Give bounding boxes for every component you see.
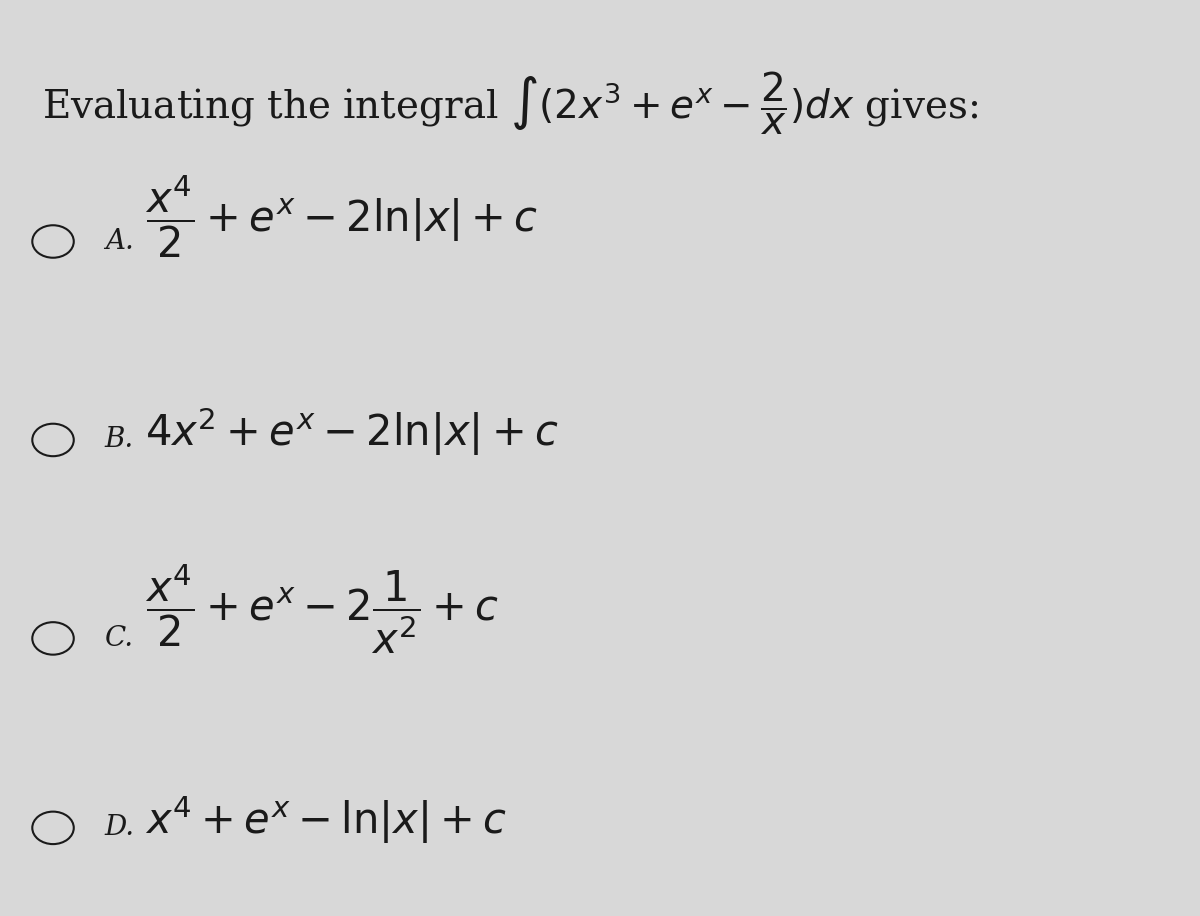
Text: $\dfrac{x^4}{2}+e^x-2\ln|x|+c$: $\dfrac{x^4}{2}+e^x-2\ln|x|+c$: [145, 173, 539, 259]
Text: C.: C.: [104, 625, 134, 652]
Text: D.: D.: [104, 814, 136, 842]
Text: Evaluating the integral $\int(2x^3+e^x-\dfrac{2}{x})dx$ gives:: Evaluating the integral $\int(2x^3+e^x-\…: [42, 71, 978, 137]
Text: $4x^2+e^x-2\ln|x|+c$: $4x^2+e^x-2\ln|x|+c$: [145, 406, 559, 458]
Text: $x^4+e^x-\ln|x|+c$: $x^4+e^x-\ln|x|+c$: [145, 794, 506, 845]
Text: $\dfrac{x^4}{2}+e^x-2\dfrac{1}{x^2}+c$: $\dfrac{x^4}{2}+e^x-2\dfrac{1}{x^2}+c$: [145, 563, 499, 657]
Text: B.: B.: [104, 427, 134, 453]
Text: A.: A.: [104, 228, 133, 255]
